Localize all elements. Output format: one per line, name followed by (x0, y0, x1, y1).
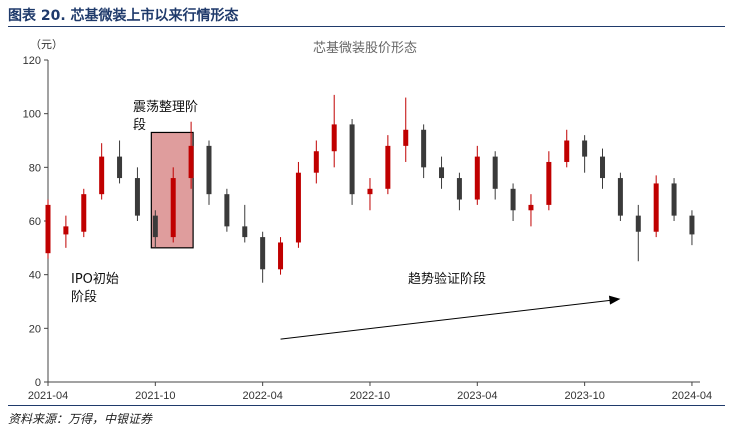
x-tick-label-2021-10: 2021-10 (135, 390, 175, 402)
candle-body-2021-12 (188, 145, 194, 179)
consolidation-label-line-1: 震荡整理阶 (133, 100, 198, 115)
x-tick-label-2022-10: 2022-10 (350, 390, 390, 402)
source-divider (8, 405, 725, 406)
y-axis-unit: （元） (30, 38, 63, 51)
candle-body-2023-07 (528, 204, 534, 211)
y-tick-label-40: 40 (29, 270, 41, 282)
y-tick-label-100: 100 (23, 109, 41, 121)
candle-body-2023-10 (582, 140, 588, 157)
title-divider (8, 26, 725, 27)
candle-body-2021-07 (99, 156, 105, 195)
x-tick-label-2024-04: 2024-04 (672, 390, 712, 402)
candle-body-2024-01 (635, 215, 641, 232)
candle-body-2022-11 (385, 145, 391, 189)
candle-body-2022-05 (278, 242, 284, 270)
candle-body-2022-02 (224, 194, 230, 227)
x-tick-label-2021-04: 2021-04 (28, 390, 68, 402)
candle-body-2024-03 (671, 183, 677, 216)
candle-body-2021-06 (81, 194, 87, 232)
candle-body-2022-06 (295, 172, 301, 243)
candle-body-2022-09 (349, 124, 355, 195)
candle-body-2024-04 (689, 215, 695, 235)
candle-body-2023-11 (600, 156, 606, 179)
x-tick-label-2022-04: 2022-04 (242, 390, 282, 402)
candle-body-2022-08 (331, 124, 337, 152)
candle-body-2023-04 (474, 156, 480, 200)
candle-body-2022-04 (260, 237, 266, 270)
y-tick-label-60: 60 (29, 216, 41, 228)
candle-body-2023-03 (456, 178, 462, 200)
candle-body-2021-09 (134, 178, 140, 216)
x-tick-label-2023-04: 2023-04 (457, 390, 497, 402)
candle-body-2023-08 (546, 161, 552, 205)
trend-label: 趋势验证阶段 (408, 271, 486, 287)
ipo-label-line-2: 阶段 (71, 290, 97, 305)
y-tick-label-120: 120 (23, 55, 41, 67)
consolidation-label-line-2: 段 (133, 118, 146, 133)
candle-body-2023-01 (421, 129, 427, 168)
candle-body-2023-02 (439, 167, 445, 179)
candle-body-2021-11 (170, 178, 176, 238)
trend-arrow-line (280, 299, 615, 340)
ipo-label-line-1: IPO初始 (71, 272, 119, 287)
candle-body-2023-09 (564, 140, 570, 162)
candle-body-2021-04 (45, 204, 51, 254)
candle-body-2023-06 (510, 188, 516, 211)
source-note: 资料来源：万得，中银证券 (8, 412, 153, 426)
x-tick-label-2023-10: 2023-10 (564, 390, 604, 402)
figure-title: 图表 20. 芯基微装上市以来行情形态 (8, 8, 239, 24)
candle-body-2023-05 (492, 156, 498, 189)
y-tick-label-0: 0 (35, 377, 41, 389)
y-tick-label-20: 20 (29, 323, 41, 335)
candle-body-2023-12 (617, 178, 623, 216)
y-tick-label-80: 80 (29, 162, 41, 174)
candle-body-2022-01 (206, 145, 212, 195)
candle-body-2022-03 (242, 226, 248, 238)
candle-body-2024-02 (653, 183, 659, 232)
candle-body-2022-07 (313, 151, 319, 173)
chart-title: 芯基微装股价形态 (313, 41, 417, 56)
candle-body-2022-10 (367, 188, 373, 195)
candle-body-2021-05 (63, 226, 69, 235)
candle-body-2021-08 (117, 156, 123, 179)
trend-arrow-head (608, 295, 621, 305)
candle-body-2022-12 (403, 129, 409, 146)
candle-body-2021-10 (152, 215, 158, 238)
